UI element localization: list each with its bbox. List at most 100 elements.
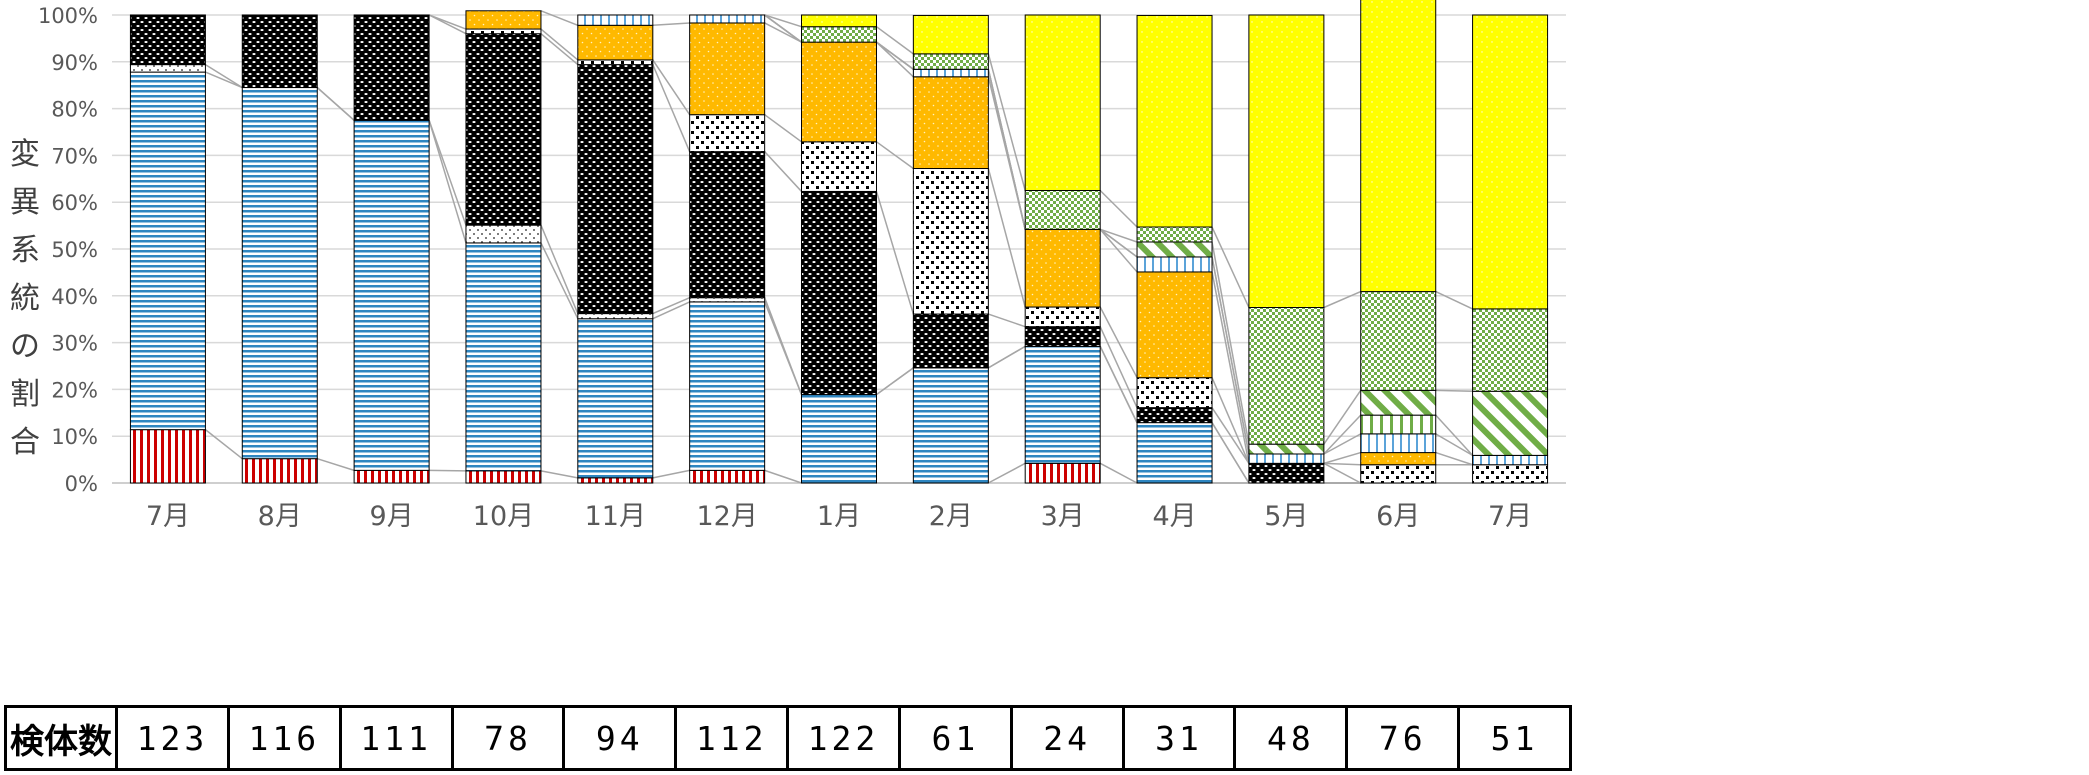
x-tick-label: 1月 <box>817 501 861 532</box>
bar-segment <box>912 14 989 55</box>
series-line <box>428 14 467 30</box>
bar-segment <box>1024 306 1101 328</box>
count-cell: 51 <box>1457 705 1572 771</box>
series-line <box>1211 241 1250 445</box>
bar-segment <box>801 190 877 396</box>
bar-segment <box>577 14 654 26</box>
bar-segment <box>241 14 318 89</box>
y-axis-label-char: 割 <box>10 377 40 412</box>
bar-segment <box>912 53 989 70</box>
y-axis-label-char: の <box>10 329 40 364</box>
series-line <box>652 59 691 116</box>
series-line <box>1323 433 1362 455</box>
x-tick-label: 8月 <box>258 501 302 532</box>
series-line <box>1323 462 1361 466</box>
bar-segment <box>1360 291 1437 391</box>
y-tick-label: 0% <box>65 472 98 496</box>
count-cell: 112 <box>674 705 790 771</box>
series-line <box>1323 414 1362 455</box>
bar-segment <box>801 26 877 43</box>
series-line <box>652 296 690 315</box>
x-tick-label: 6月 <box>1376 501 1420 532</box>
count-cell: 61 <box>897 705 1013 771</box>
y-axis-label-char: 合 <box>10 425 40 460</box>
y-tick-label: 50% <box>51 238 98 262</box>
bar-segment <box>1136 241 1213 258</box>
bar-segment <box>241 87 318 460</box>
series-line <box>1211 226 1250 308</box>
bar-segment <box>912 76 989 170</box>
series-line <box>540 242 579 320</box>
bar-segment <box>353 14 430 121</box>
x-tick-label: 10月 <box>473 501 534 532</box>
count-cell: 24 <box>1009 705 1125 771</box>
bar-segment <box>1024 345 1101 464</box>
bar-segment <box>1136 422 1213 484</box>
series-line <box>876 141 914 170</box>
bar-segment <box>129 14 206 66</box>
series-line <box>1099 306 1138 379</box>
bar-segment <box>1472 464 1549 484</box>
bar-segment <box>1136 256 1213 273</box>
bar-segment <box>1024 190 1101 230</box>
series-line <box>1099 228 1138 273</box>
count-table: 検体数 123 116 111 78 94 112 122 61 24 31 48 76 51 <box>4 705 1572 771</box>
y-tick-label: 60% <box>51 191 98 215</box>
x-tick-label: 12月 <box>696 501 757 532</box>
series-line <box>1211 377 1250 464</box>
bar-segment <box>689 14 766 24</box>
series-line <box>1211 407 1250 464</box>
y-tick-label: 90% <box>51 51 98 75</box>
series-line <box>652 22 690 27</box>
count-row: 検体数 123 116 111 78 94 112 122 61 24 31 48 76 51 <box>4 705 1572 771</box>
series-line <box>1211 422 1250 484</box>
bar-segment <box>1024 462 1101 484</box>
series-line <box>1323 389 1362 445</box>
bar-segment <box>1472 14 1549 310</box>
count-cell: 76 <box>1345 705 1461 771</box>
bar-segment <box>465 33 542 226</box>
bar-segment <box>801 394 877 484</box>
series-line <box>764 151 803 192</box>
bar-segment <box>912 168 989 315</box>
bar-segment <box>1248 453 1325 464</box>
series-line <box>764 14 802 28</box>
bar-segment <box>1360 452 1437 466</box>
series-line <box>876 26 914 55</box>
x-tick-label: 3月 <box>1041 501 1085 532</box>
count-cell: 111 <box>338 705 454 771</box>
bar-segment <box>129 64 206 73</box>
series-line <box>1099 326 1138 408</box>
series-line <box>764 14 802 43</box>
series-line <box>540 224 579 314</box>
series-line <box>540 28 579 61</box>
bar-segment <box>1248 443 1325 455</box>
x-tick-label: 9月 <box>370 501 414 532</box>
bar-segment <box>465 242 542 472</box>
series-line <box>652 64 691 152</box>
count-cell: 94 <box>562 705 678 771</box>
bar-segment <box>801 41 877 143</box>
series-line <box>652 301 690 320</box>
bar-segment <box>577 59 654 66</box>
count-table-header: 検体数 <box>4 705 118 771</box>
series-line <box>428 120 467 244</box>
series-line <box>1435 414 1474 456</box>
series-line <box>540 470 578 479</box>
series-line <box>764 114 802 143</box>
bar-segment <box>129 429 206 484</box>
bar-segment <box>353 119 430 471</box>
series-line <box>316 86 355 121</box>
bar-segment <box>465 28 542 35</box>
bar-segment <box>577 477 654 484</box>
series-line <box>876 367 914 396</box>
bar-segment <box>465 470 542 484</box>
series-line <box>987 69 1026 230</box>
series-line <box>1211 271 1250 464</box>
y-axis-label-char: 統 <box>10 281 40 316</box>
bar-segment <box>465 224 542 244</box>
series-line <box>875 191 915 315</box>
bar-segment <box>577 318 654 479</box>
series-line <box>987 462 1026 484</box>
series-line <box>1435 290 1473 310</box>
